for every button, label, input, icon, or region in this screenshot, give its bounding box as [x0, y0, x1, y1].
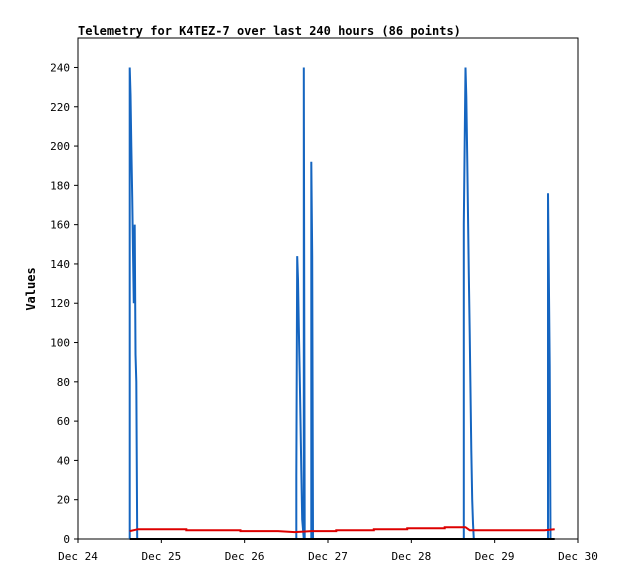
- y-tick-label: 20: [57, 494, 70, 507]
- series-line-red: [129, 526, 555, 534]
- y-tick-label: 160: [50, 219, 70, 232]
- y-tick-label: 80: [57, 376, 70, 389]
- series-layer: [128, 67, 555, 540]
- y-tick-label: 0: [63, 533, 70, 546]
- x-tick-label: Dec 24: [58, 550, 98, 563]
- y-tick-label: 60: [57, 415, 70, 428]
- y-tick-label: 140: [50, 258, 70, 271]
- plot-area: [77, 37, 579, 540]
- y-tick-label: 40: [57, 454, 70, 467]
- y-tick-label: 100: [50, 337, 70, 350]
- y-axis-label: Values: [24, 267, 38, 310]
- y-tick-label: 120: [50, 297, 70, 310]
- series-line-blue: [128, 67, 552, 540]
- x-tick-label: Dec 29: [475, 550, 515, 563]
- y-axis: 0 20 40 60 80 100 120 140 160 180 200 220 240: [50, 61, 78, 546]
- y-tick-label: 220: [50, 101, 70, 114]
- y-tick-label: 240: [50, 61, 70, 74]
- x-axis: Dec 24 Dec 25 Dec 26 Dec 27 Dec 28 Dec 29 Dec …: [58, 539, 598, 563]
- x-tick-label: Dec 30: [558, 550, 598, 563]
- chart-title: Telemetry for K4TEZ-7 over last 240 hour…: [78, 24, 461, 38]
- y-tick-label: 200: [50, 140, 70, 153]
- x-tick-label: Dec 26: [225, 550, 265, 563]
- y-tick-label: 180: [50, 179, 70, 192]
- x-tick-label: Dec 25: [141, 550, 181, 563]
- x-tick-label: Dec 27: [308, 550, 348, 563]
- x-tick-label: Dec 28: [391, 550, 431, 563]
